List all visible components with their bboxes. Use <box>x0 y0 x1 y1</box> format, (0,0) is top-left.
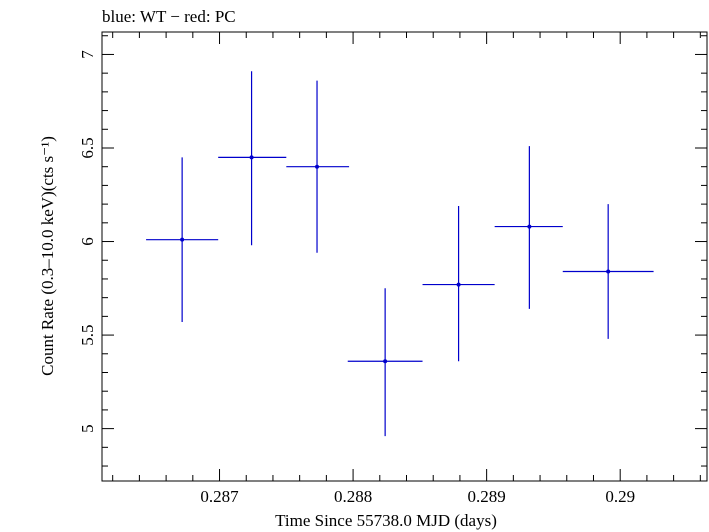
y-axis: 5 5.5 6 6.5 7 <box>78 35 707 467</box>
x-tick-label: 0.288 <box>334 487 372 506</box>
chart-title: blue: WT − red: PC <box>102 7 236 26</box>
data-point <box>422 205 495 362</box>
x-axis: 0.287 0.288 0.289 0.29 <box>112 32 701 506</box>
point-marker <box>315 164 320 169</box>
data-point <box>347 288 423 437</box>
x-tick-label: 0.289 <box>468 487 506 506</box>
data-point <box>494 146 563 309</box>
plot-frame <box>101 31 708 482</box>
point-marker <box>383 359 388 364</box>
x-axis-label: Time Since 55738.0 MJD (days) <box>275 511 497 530</box>
y-tick-label: 6.5 <box>78 137 97 158</box>
point-marker <box>527 224 532 229</box>
point-marker <box>180 237 185 242</box>
point-marker <box>456 282 461 287</box>
x-tick-label: 0.287 <box>200 487 239 506</box>
data-point <box>562 204 654 339</box>
y-tick-label: 5.5 <box>78 324 97 345</box>
data-point <box>286 80 350 253</box>
x-tick-label: 0.29 <box>605 487 635 506</box>
point-marker <box>249 155 254 160</box>
y-axis-label: Count Rate (0.3–10.0 keV)(cts s⁻¹) <box>38 136 57 376</box>
data-point <box>218 71 287 246</box>
y-tick-label: 6 <box>78 237 97 246</box>
data-point <box>146 157 219 322</box>
point-marker <box>606 269 611 274</box>
y-tick-label: 7 <box>78 50 97 59</box>
y-tick-label: 5 <box>78 424 97 433</box>
data-series <box>146 71 654 437</box>
